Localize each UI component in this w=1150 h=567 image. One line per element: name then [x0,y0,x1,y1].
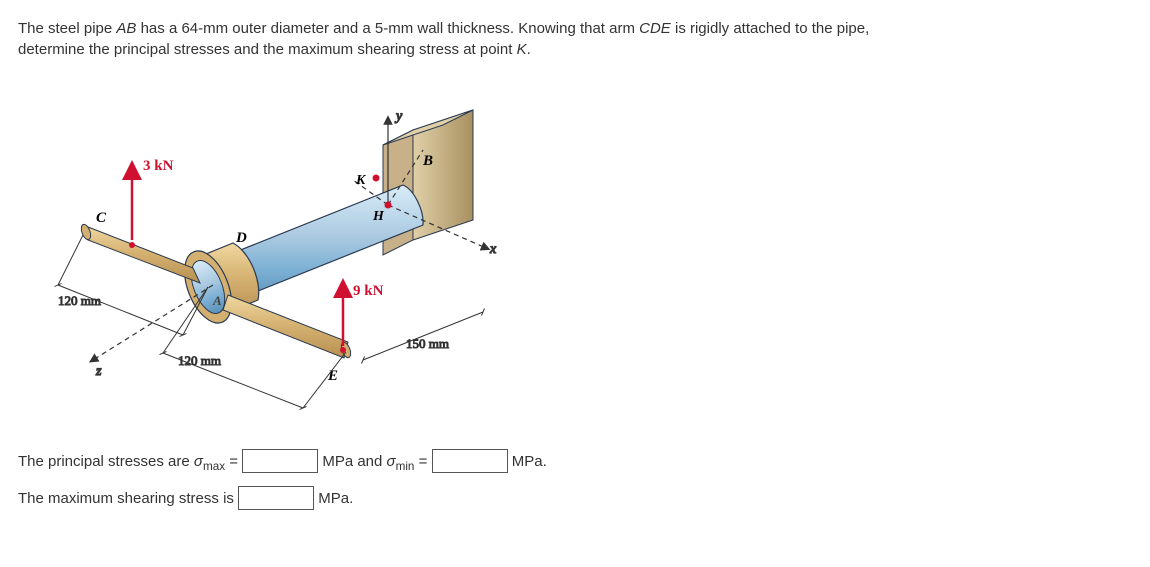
dim-cd: 120 mm [58,293,101,308]
unit3: MPa [318,490,349,507]
period2: . [349,490,353,507]
unit2: MPa [512,453,543,470]
problem-text-3: is rigidly attached to the pipe, [671,20,869,37]
problem-figure: 3 kN 9 kN y x z H K C D A E B 120 mm 120… [18,90,538,410]
figure-container: 3 kN 9 kN y x z H K C D A E B 120 mm 120… [18,90,1132,414]
load-c-label: 3 kN [143,158,174,174]
problem-text-1: The steel pipe [18,20,116,37]
problem-text-5: . [527,41,531,58]
point-H [385,202,392,209]
label-C: C [96,210,107,226]
label-H: H [372,209,385,224]
axis-x: x [489,242,497,257]
input-tau-max[interactable] [238,486,314,510]
answer-line-2: The maximum shearing stress is MPa. [18,481,1132,517]
period1: . [543,453,547,470]
axis-y: y [394,109,403,124]
problem-statement: The steel pipe AB has a 64-mm outer diam… [18,18,1132,60]
label-B: B [422,153,433,169]
problem-text-2: has a 64-mm outer diameter and a 5-mm wa… [136,20,639,37]
input-sigma-max[interactable] [242,449,318,473]
axis-z: z [95,364,102,379]
point-K [373,175,380,182]
eq2: = [414,453,431,470]
dim-de: 120 mm [178,353,221,368]
sigma-max-sub: max [203,460,225,473]
sigma-min-sub: min [396,460,415,473]
label-AB: AB [116,20,136,37]
label-D: D [235,230,247,246]
sigma-min-symbol: σ [387,453,396,470]
and-text: and [353,453,386,470]
label-K: K [517,41,527,58]
answer-section: The principal stresses are σmax = MPa an… [18,444,1132,517]
sigma-max-symbol: σ [194,453,203,470]
dim-eb: 150 mm [406,336,449,351]
label-E: E [327,368,338,384]
answer-line-1: The principal stresses are σmax = MPa an… [18,444,1132,481]
label-CDE: CDE [639,20,671,37]
load-e-label: 9 kN [353,283,384,299]
problem-text-4: determine the principal stresses and the… [18,41,517,58]
input-sigma-min[interactable] [432,449,508,473]
label-Kfig: K [355,173,367,188]
ans2-prefix: The maximum shearing stress is [18,490,238,507]
eq1: = [225,453,242,470]
ans1-prefix: The principal stresses are [18,453,194,470]
label-A: A [212,293,222,308]
load-C: 3 kN [129,158,174,248]
unit1: MPa [322,453,353,470]
